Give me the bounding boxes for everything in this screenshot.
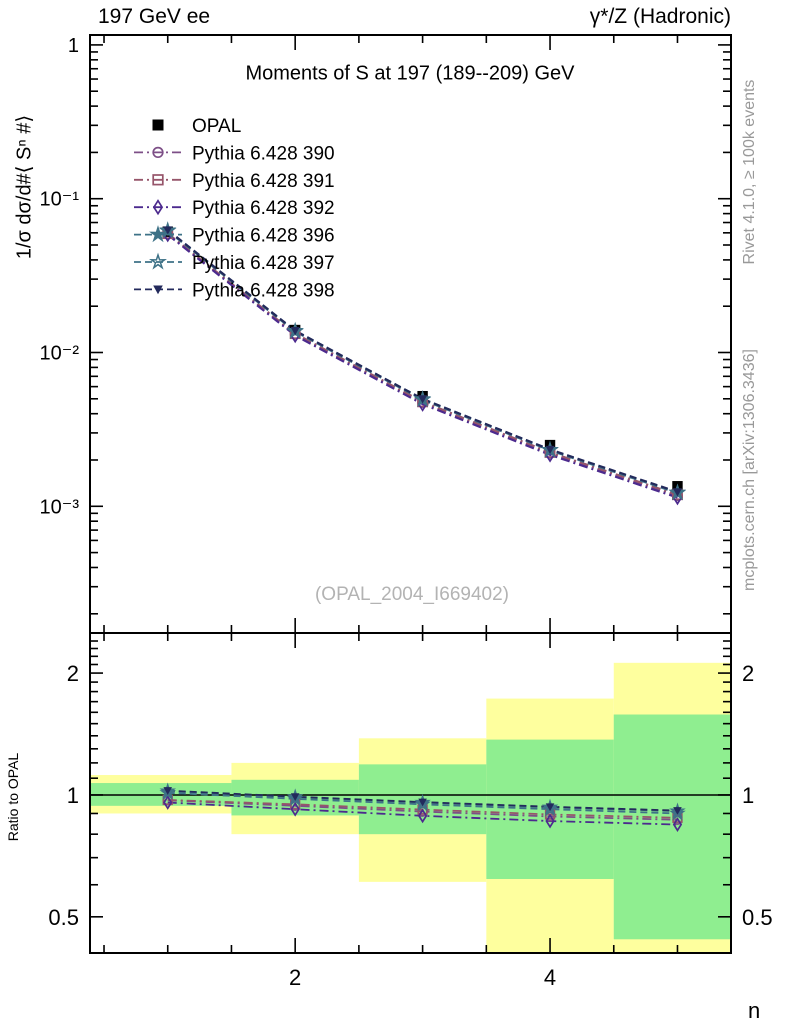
x-tick-label: 2 xyxy=(289,965,301,990)
ratio-marker-diamond-open xyxy=(545,813,555,829)
legend-label: Pythia 6.428 396 xyxy=(192,226,335,247)
ratio-marker-star-open xyxy=(414,795,431,812)
process-label: γ*/Z (Hadronic) xyxy=(589,5,731,28)
ratio-marker-triangle-down-filled xyxy=(163,787,173,795)
ratio-marker-diamond-open xyxy=(417,808,428,824)
main-y-tick-label: 10⁻³ xyxy=(40,496,80,518)
main-y-tick-label: 1 xyxy=(68,35,79,57)
ratio-tick-label-right: 1 xyxy=(742,783,754,808)
ratio-tick-label-left: 2 xyxy=(67,661,79,686)
data-marker-triangle-down-filled xyxy=(290,327,300,336)
legend-label: Pythia 6.428 397 xyxy=(192,253,335,274)
main-y-tick-label: 10⁻² xyxy=(40,342,80,364)
ratio-tick-label-right: 0.5 xyxy=(742,905,773,930)
data-marker-triangle-down-filled xyxy=(418,395,428,404)
ratio-marker-star-open xyxy=(669,804,686,821)
rivet-version-caption: Rivet 4.1.0, ≥ 100k events xyxy=(741,79,758,265)
plot-title: Moments of S at 197 (189--209) GeV xyxy=(245,62,575,85)
main-frame xyxy=(89,34,732,634)
mcplots-caption: mcplots.cern.ch [arXiv:1306.3436] xyxy=(741,349,758,591)
ratio-marker-star-open xyxy=(159,784,177,800)
data-marker-triangle-down-filled xyxy=(545,445,555,455)
ratio-tick-label-left: 0.5 xyxy=(48,905,79,930)
legend-marker xyxy=(152,146,164,159)
data-marker-triangle-down-filled xyxy=(672,488,683,497)
ratio-marker-triangle-down-filled xyxy=(290,793,300,802)
x-tick-label: 4 xyxy=(544,965,556,990)
ratio-marker-star-open xyxy=(286,790,304,806)
main-series xyxy=(159,221,687,506)
x-axis-label: n xyxy=(748,998,761,1023)
ratio-marker-triangle-down-filled xyxy=(545,803,555,812)
ratio-tick-label-left: 1 xyxy=(67,783,79,808)
legend-label: OPAL xyxy=(192,116,241,137)
legend-marker xyxy=(152,199,164,216)
ratio-marker-diamond-open xyxy=(290,801,300,817)
legend-marker xyxy=(152,119,164,131)
series-line-main xyxy=(167,233,678,499)
legend-marker xyxy=(149,252,167,270)
analysis-id-watermark: (OPAL_2004_I669402) xyxy=(314,584,510,605)
ratio-tick-label-right: 2 xyxy=(742,661,754,686)
ratio-series xyxy=(159,782,686,832)
ratio-frame xyxy=(89,632,732,954)
legend-marker xyxy=(152,174,164,186)
ratio-y-axis-label: Ratio to OPAL xyxy=(5,752,21,842)
main-y-axis-label: 1/σ dσ/d#⟨ Sⁿ #⟩ xyxy=(13,114,36,260)
ratio-marker-star-open xyxy=(541,800,559,817)
legend-marker xyxy=(153,285,163,295)
data-marker-triangle-down-filled xyxy=(163,226,173,235)
legend-label: Pythia 6.428 391 xyxy=(192,171,335,192)
legend-label: Pythia 6.428 390 xyxy=(192,143,335,164)
legend-label: Pythia 6.428 392 xyxy=(192,198,335,219)
ratio-uncertainty-bands xyxy=(90,662,731,953)
ratio-marker-triangle-down-filled xyxy=(418,798,427,807)
series-line-main xyxy=(167,229,678,493)
axes: 1 10⁻¹ 10⁻² 10⁻³ 0.5 0.5 1 1 2 2 2 4 xyxy=(40,34,773,990)
main-y-tick-label: 10⁻¹ xyxy=(40,189,80,211)
legend-marker xyxy=(149,225,167,243)
ratio-marker-diamond-open xyxy=(672,817,683,832)
legend-label: Pythia 6.428 398 xyxy=(192,280,335,301)
beam-energy-label: 197 GeV ee xyxy=(98,5,211,28)
legend: OPAL Pythia 6.428 390 Pythia 6.428 391 Pyth… xyxy=(134,116,335,301)
ratio-marker-diamond-open xyxy=(163,795,173,810)
uncertainty-band-green xyxy=(613,714,731,940)
ratio-marker-triangle-down-filled xyxy=(673,807,682,815)
